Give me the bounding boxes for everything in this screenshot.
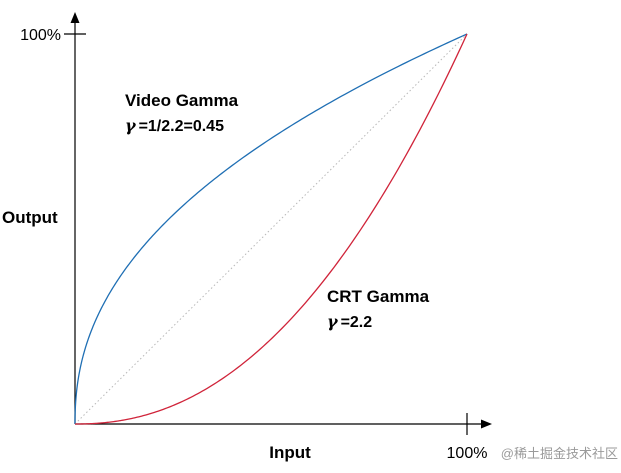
video-gamma-value: =1/2.2=0.45 xyxy=(139,118,225,135)
y-tick-label: 100% xyxy=(20,27,61,44)
crt-gamma-curve xyxy=(75,33,468,425)
x-axis-arrow-icon xyxy=(481,419,492,429)
video-gamma-symbol: γ xyxy=(125,116,137,135)
crt-gamma-symbol: γ xyxy=(327,312,339,331)
video-gamma-curve xyxy=(74,33,468,424)
linear-reference-line xyxy=(74,33,468,425)
watermark: @稀土掘金技术社区 xyxy=(501,446,618,461)
y-axis-arrow-icon xyxy=(70,12,80,23)
x-tick-label: 100% xyxy=(447,445,488,462)
video-gamma-equation: γ =1/2.2=0.45 xyxy=(125,116,224,135)
video-gamma-label: Video Gamma xyxy=(125,91,239,110)
y-axis-label: Output xyxy=(2,208,58,227)
crt-gamma-value: =2.2 xyxy=(341,314,373,331)
crt-gamma-label: CRT Gamma xyxy=(327,287,430,306)
x-axis-label: Input xyxy=(269,443,311,462)
crt-gamma-equation: γ =2.2 xyxy=(327,312,372,331)
